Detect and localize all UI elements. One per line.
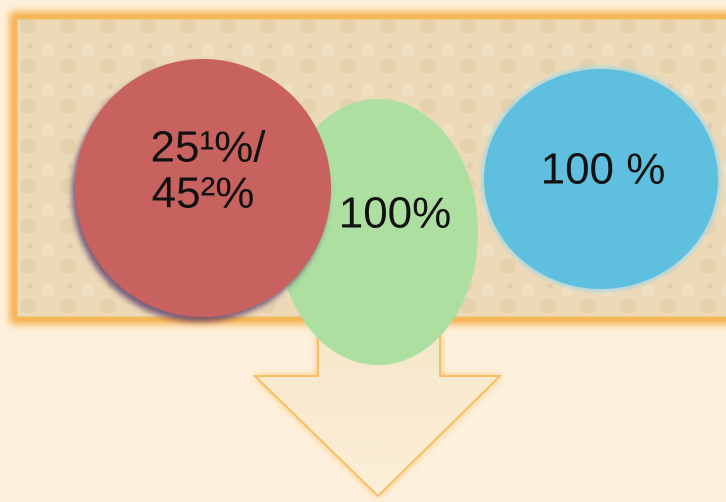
red-label-line-2: 45²%: [152, 169, 255, 218]
blue-circle: [484, 69, 718, 289]
blue-label: 100 %: [541, 145, 666, 194]
red-circle: [75, 59, 331, 317]
green-label: 100%: [339, 189, 452, 238]
red-label-line-1: 25¹%/: [151, 123, 267, 172]
